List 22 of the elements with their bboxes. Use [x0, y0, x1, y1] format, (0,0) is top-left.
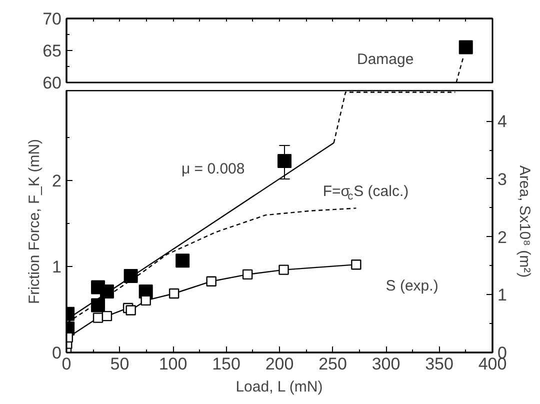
y2-axis-title: Area, Sx10⁸ (m²) — [516, 165, 533, 278]
y2-tick-label: 1 — [498, 286, 507, 305]
annotation: Damage — [356, 50, 414, 68]
x-tick-label: 200 — [265, 354, 294, 374]
y-tick-label: 2 — [52, 172, 62, 191]
x-tick-label: 350 — [425, 354, 454, 374]
annotation: S (exp.) — [386, 278, 438, 295]
y2-tick-label: 2 — [498, 228, 507, 247]
y2-tick-label: 3 — [498, 170, 507, 189]
y-tick-label: 70 — [42, 10, 62, 28]
y-tick-label: 1 — [52, 258, 62, 277]
y-axis-title: Friction Force, F_K (mN) — [26, 138, 44, 304]
x-axis-title: Load, L (mN) — [236, 378, 323, 396]
x-tick-label: 250 — [318, 354, 347, 374]
x-tick-label: 100 — [158, 354, 188, 374]
y-tick-label: 60 — [42, 74, 62, 92]
y-tick-label: 65 — [42, 42, 62, 60]
x-tick-label: 50 — [110, 354, 130, 374]
x-tick-label: 300 — [372, 354, 400, 374]
annotation: μ = 0.008 — [181, 160, 245, 178]
x-tick-label: 150 — [212, 354, 240, 374]
y2-tick-label: 4 — [498, 112, 507, 132]
